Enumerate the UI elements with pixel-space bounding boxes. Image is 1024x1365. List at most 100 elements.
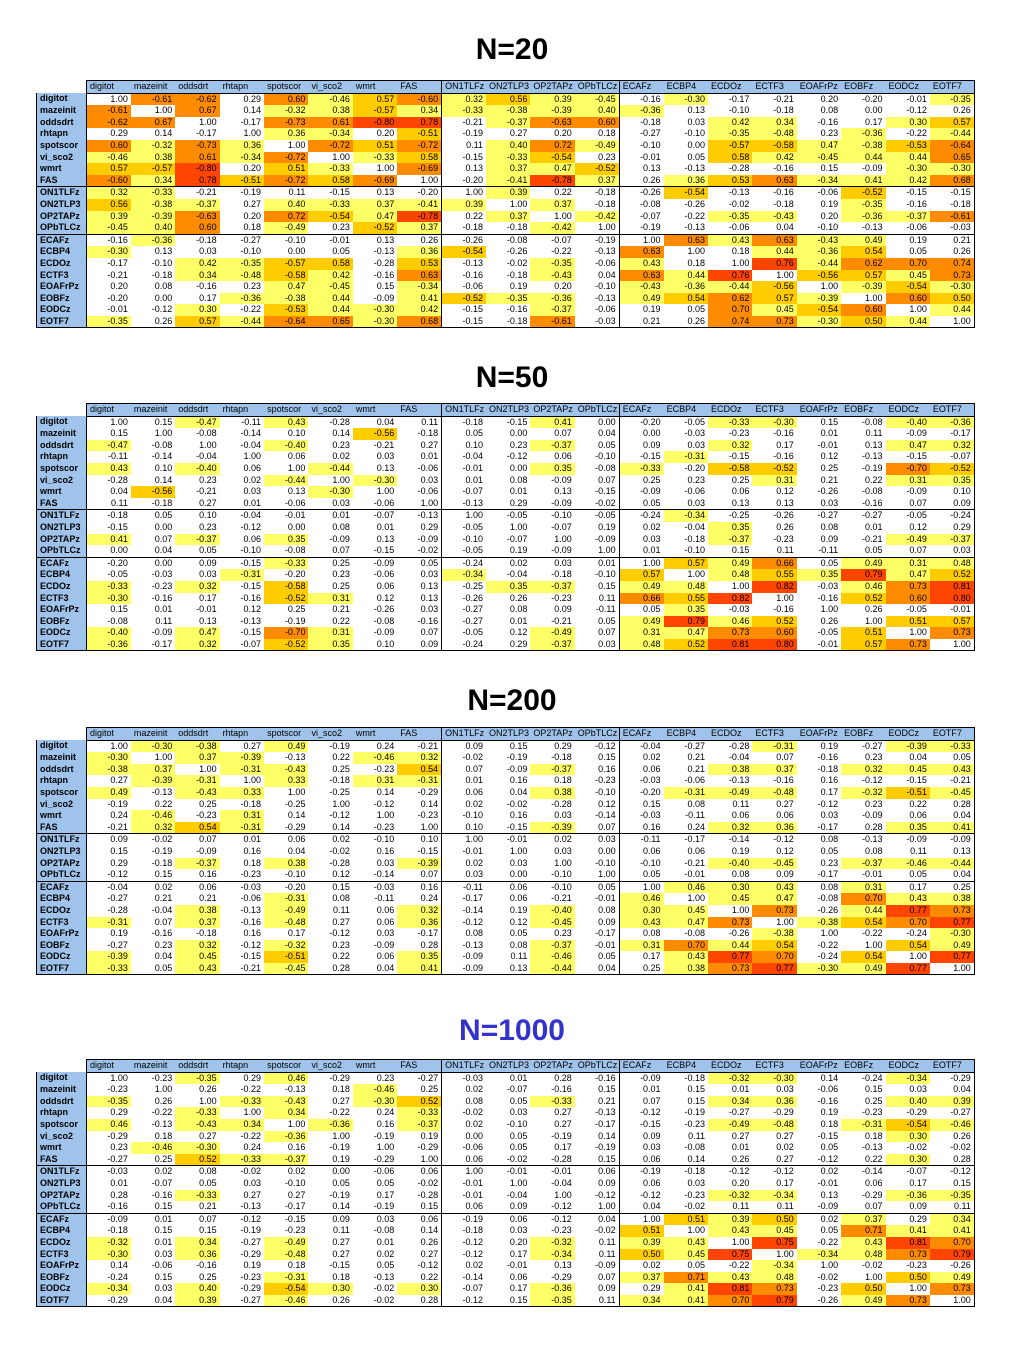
correlation-cell: -0.15 xyxy=(486,821,531,834)
correlation-cell: -0.01 xyxy=(796,638,842,652)
correlation-cell: 0.11 xyxy=(574,1294,620,1308)
correlation-cell: -0.07 xyxy=(130,1177,176,1190)
correlation-cell: -0.18 xyxy=(796,763,842,776)
row-header: EOAFrPz xyxy=(36,281,87,293)
correlation-cell: 0.52 xyxy=(663,638,708,652)
correlation-cell: -0.05 xyxy=(85,569,131,581)
correlation-cell: 0.28 xyxy=(308,962,353,976)
correlation-cell: -0.70 xyxy=(885,462,930,475)
correlation-cell: -0.13 xyxy=(707,186,753,199)
correlation-cell: -0.34 xyxy=(796,1248,842,1261)
correlation-cell: -0.02 xyxy=(796,1271,842,1284)
correlation-cell: 1.00 xyxy=(796,928,842,940)
correlation-cell: 0.73 xyxy=(885,1248,930,1261)
correlation-cell: 0.03 xyxy=(219,1177,265,1190)
correlation-cell: 0.01 xyxy=(130,604,176,616)
correlation-cell: -0.48 xyxy=(264,1248,309,1261)
matrix-row: EOBFz -0.08 0.11 0.13 -0.13 -0.19 0.22 -0.08 -0.… xyxy=(36,615,975,628)
correlation-cell: 0.79 xyxy=(841,569,886,581)
correlation-cell: 0.12 xyxy=(219,604,265,616)
correlation-cell: 0.57 xyxy=(352,93,398,106)
correlation-cell: 0.25 xyxy=(618,474,664,487)
correlation-cell: 0.10 xyxy=(175,509,220,522)
correlation-cell: -0.18 xyxy=(574,198,620,211)
row-header: mazeinit xyxy=(36,752,87,764)
column-header: EOBFz xyxy=(841,80,886,94)
correlation-cell: -0.31 xyxy=(752,740,797,753)
correlation-cell: 0.00 xyxy=(618,428,664,440)
correlation-cell: 0.41 xyxy=(885,1225,930,1237)
matrix-row: ECBP4 -0.30 0.13 0.03 -0.10 0.00 0.05 -0.13 0.36… xyxy=(36,246,975,258)
correlation-cell: -0.19 xyxy=(308,740,353,753)
correlation-cell: 0.27 xyxy=(530,1118,575,1131)
correlation-cell: 0.09 xyxy=(752,869,797,882)
matrix-row: digitot 1.00 -0.30 -0.38 0.27 0.49 -0.19 0.24 -0… xyxy=(36,740,975,753)
correlation-cell: -0.30 xyxy=(308,486,353,498)
correlation-cell: -0.33 xyxy=(618,462,664,475)
row-header: spotscor xyxy=(36,1118,87,1131)
correlation-cell: -0.16 xyxy=(175,1260,220,1272)
correlation-cell: 0.04 xyxy=(486,786,531,799)
correlation-cell: 0.02 xyxy=(219,474,265,487)
correlation-cell: 0.15 xyxy=(796,163,842,175)
correlation-cell: -0.16 xyxy=(752,186,797,199)
correlation-cell: 0.37 xyxy=(175,916,220,929)
matrix-row: digitot 1.00 -0.23 -0.35 0.29 0.46 -0.29 0.23 -0… xyxy=(36,1072,975,1085)
correlation-cell: 0.44 xyxy=(308,304,353,316)
correlation-cell: 0.11 xyxy=(752,545,797,558)
correlation-cell: 1.00 xyxy=(885,304,930,316)
matrix-row: ECTF3 -0.30 0.03 0.36 -0.29 -0.48 0.27 0.02 0.27… xyxy=(36,1248,975,1261)
correlation-cell: -0.02 xyxy=(130,833,176,846)
correlation-cell: 0.76 xyxy=(707,269,753,282)
correlation-cell: 0.07 xyxy=(574,474,620,487)
column-header: digitot xyxy=(85,80,131,94)
correlation-cell: 0.11 xyxy=(85,497,131,510)
correlation-cell: 0.67 xyxy=(130,116,176,129)
matrix-row: ON2TLP3 0.56 -0.38 -0.37 0.27 0.40 -0.33 0.37 -0… xyxy=(36,198,975,211)
correlation-cell: -0.15 xyxy=(308,186,353,199)
correlation-cell: -0.22 xyxy=(885,128,930,140)
correlation-cell: 0.05 xyxy=(663,304,708,316)
correlation-cell: 0.49 xyxy=(707,556,753,570)
correlation-cell: -0.17 xyxy=(264,1201,309,1214)
correlation-cell: 0.06 xyxy=(486,1212,531,1226)
correlation-cell: 0.07 xyxy=(574,821,620,834)
correlation-cell: -0.38 xyxy=(175,740,220,753)
correlation-cell: 0.04 xyxy=(752,222,797,235)
correlation-cell: 0.08 xyxy=(486,604,531,616)
correlation-cell: -0.17 xyxy=(397,928,442,940)
correlation-cell: 0.25 xyxy=(308,556,353,570)
correlation-cell: 0.15 xyxy=(841,1084,886,1096)
correlation-cell: -0.13 xyxy=(574,1107,620,1119)
correlation-cell: -0.03 xyxy=(707,604,753,616)
matrix-row: EOAFrPz 0.20 0.08 -0.16 0.23 0.47 -0.45 0.15 -0.… xyxy=(36,281,975,293)
correlation-cell: -0.58 xyxy=(264,580,309,593)
correlation-cell: 0.21 xyxy=(663,763,708,776)
column-header: ECBP4 xyxy=(663,80,708,94)
correlation-cell: 0.16 xyxy=(219,928,265,940)
correlation-cell: -0.01 xyxy=(574,893,620,905)
matrix-row: OP2TAPz 0.28 -0.16 -0.33 0.27 0.27 -0.19 0.17 -0… xyxy=(36,1189,975,1202)
correlation-cell: 0.02 xyxy=(308,833,353,846)
correlation-cell: 1.00 xyxy=(885,1283,930,1295)
correlation-cell: -0.42 xyxy=(574,210,620,223)
correlation-cell: 0.32 xyxy=(175,939,220,952)
correlation-cell: -0.31 xyxy=(264,893,309,905)
correlation-cell: 0.73 xyxy=(929,1283,975,1295)
correlation-cell: -0.07 xyxy=(618,210,664,223)
correlation-cell: 0.34 xyxy=(130,174,176,187)
correlation-cell: -0.10 xyxy=(574,569,620,581)
correlation-cell: 0.18 xyxy=(308,1084,353,1096)
correlation-cell: -0.27 xyxy=(219,233,265,247)
correlation-cell: -0.11 xyxy=(663,810,708,822)
row-header: OPbTLCz xyxy=(36,1201,87,1214)
correlation-cell: -0.52 xyxy=(441,292,487,305)
correlation-cell: 0.34 xyxy=(618,1294,664,1308)
correlation-cell: -0.02 xyxy=(707,198,753,211)
correlation-cell: -0.04 xyxy=(486,569,531,581)
correlation-cell: -0.26 xyxy=(352,604,398,616)
correlation-cell: -0.18 xyxy=(130,497,176,510)
column-header: rhtapn xyxy=(219,80,265,94)
correlation-cell: -0.10 xyxy=(530,509,575,522)
correlation-cell: 0.05 xyxy=(175,1177,220,1190)
